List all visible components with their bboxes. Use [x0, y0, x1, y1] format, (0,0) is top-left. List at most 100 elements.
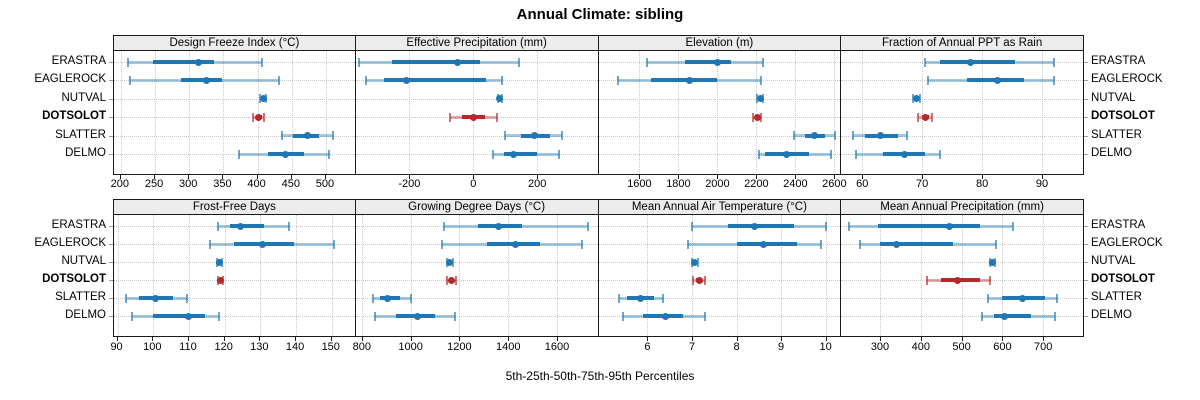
whisker-cap-5th	[125, 293, 128, 303]
x-tick	[459, 337, 461, 341]
gridline-horizontal	[841, 98, 1083, 100]
iqr-band-25-75	[994, 314, 1031, 318]
whisker-cap-5th	[686, 239, 689, 249]
median-dot	[759, 240, 767, 248]
site-label-right-dotsolot: DOTSOLOT	[1091, 273, 1155, 285]
x-tick-label: 1800	[666, 178, 691, 190]
x-tick-label: 1600	[627, 178, 652, 190]
whisker-cap-95th	[587, 221, 589, 231]
y-tick	[1084, 62, 1088, 63]
whisker-cap-95th	[662, 293, 665, 303]
whisker-cap-95th	[287, 221, 290, 231]
gridline-vertical	[188, 215, 190, 336]
x-tick-label: 120	[214, 341, 233, 353]
x-tick-label: 400	[247, 178, 266, 190]
median-dot	[151, 294, 159, 302]
x-tick-label: 100	[143, 341, 162, 353]
x-tick	[961, 337, 963, 341]
site-label-right-erastra: ERASTRA	[1091, 55, 1146, 67]
median-dot	[691, 258, 699, 266]
y-tick	[109, 262, 113, 263]
x-tick-label: -200	[398, 178, 421, 190]
whisker-cap-95th	[517, 57, 520, 67]
iqr-band-25-75	[181, 78, 223, 83]
gridline-vertical	[117, 215, 119, 336]
median-dot	[685, 76, 693, 84]
chart-title: Annual Climate: sibling	[516, 6, 684, 23]
whisker-cap-5th	[216, 221, 219, 231]
site-label-right-eaglerock: EAGLEROCK	[1091, 237, 1163, 249]
whisker-cap-5th	[925, 275, 928, 285]
x-tick	[1002, 337, 1004, 341]
whisker-cap-5th	[238, 149, 241, 159]
gridline-horizontal	[598, 298, 841, 299]
x-tick-label: 450	[281, 178, 300, 190]
x-tick-label: 1200	[447, 341, 472, 353]
y-tick	[1084, 262, 1088, 263]
whisker-cap-5th	[209, 239, 212, 249]
whisker-cap-95th	[989, 275, 992, 285]
median-dot	[876, 132, 884, 140]
site-label-right-dotsolot: DOTSOLOT	[1091, 110, 1155, 123]
x-tick-label: 200	[527, 178, 547, 190]
site-label-left-slatter: SLATTER	[55, 291, 106, 303]
y-tick	[1084, 316, 1088, 317]
y-tick	[1084, 98, 1088, 100]
median-dot	[945, 222, 953, 230]
whisker-cap-95th	[1056, 293, 1059, 303]
gridline-vertical	[508, 215, 510, 336]
x-tick	[330, 337, 332, 341]
whisker-cap-95th	[824, 221, 827, 231]
x-tick-label: 6	[644, 341, 651, 353]
site-label-right-eaglerock: EAGLEROCK	[1091, 73, 1163, 86]
median-dot	[661, 312, 669, 320]
gridline-vertical	[120, 51, 122, 174]
gridline-horizontal	[355, 244, 598, 245]
whisker-cap-95th	[1011, 221, 1014, 231]
gridline-horizontal	[114, 280, 355, 281]
gridline-horizontal	[598, 262, 841, 263]
gridline-vertical	[756, 51, 758, 174]
whisker-cap-95th	[760, 75, 763, 85]
y-tick	[109, 298, 113, 299]
x-tick-label: 60	[856, 178, 869, 190]
iqr-band-25-75	[503, 152, 538, 156]
whisker-cap-95th	[759, 112, 762, 122]
whisker-cap-5th	[691, 221, 694, 231]
site-label-left-nutval: NUTVAL	[61, 91, 106, 104]
panel-header-fraction-of-annual-ppt-as-rain: Fraction of Annual PPT as Rain	[841, 35, 1084, 51]
y-tick	[109, 154, 113, 155]
gridline-vertical	[795, 51, 797, 174]
panel-plot-frost-free-days	[113, 215, 356, 337]
x-tick	[361, 337, 363, 341]
x-tick-label: 10	[819, 341, 832, 353]
y-tick	[1084, 298, 1088, 299]
median-dot	[259, 95, 267, 103]
whisker-cap-5th	[127, 57, 130, 67]
whisker-cap-5th	[751, 112, 754, 122]
gridline-vertical	[834, 51, 836, 174]
x-tick-label: 700	[1034, 341, 1053, 353]
y-tick	[109, 117, 113, 119]
x-tick	[223, 337, 225, 341]
whisker-cap-95th	[186, 293, 189, 303]
panel-plot-design-freeze-index-c	[113, 51, 356, 175]
x-tick	[795, 175, 797, 179]
gridline-vertical	[922, 51, 924, 174]
x-tick	[116, 337, 118, 341]
median-dot	[530, 132, 538, 140]
x-tick	[154, 175, 156, 179]
x-tick-label: 300	[179, 178, 198, 190]
x-tick-label: 1000	[398, 341, 423, 353]
gridline-horizontal	[114, 117, 355, 119]
gridline-horizontal	[114, 262, 355, 263]
x-tick	[187, 337, 189, 341]
x-tick	[295, 337, 297, 341]
site-label-left-dotsolot: DOTSOLOT	[42, 110, 106, 123]
x-tick	[922, 175, 924, 179]
whisker-cap-5th	[927, 75, 930, 85]
gridline-horizontal	[598, 316, 841, 317]
gridline-horizontal	[841, 262, 1083, 263]
whisker-cap-95th	[704, 311, 707, 321]
whisker-cap-95th	[328, 149, 331, 159]
